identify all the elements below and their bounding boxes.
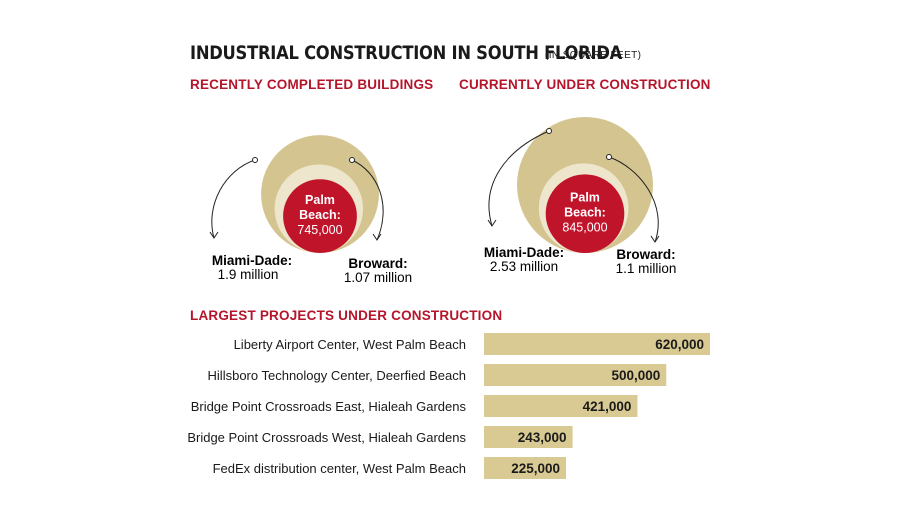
title-unit: (IN SQUARE FEET) [545, 50, 642, 61]
broward-value: 1.1 million [616, 261, 677, 276]
project-name: Liberty Airport Center, West Palm Beach [234, 337, 466, 352]
project-name: Bridge Point Crossroads East, Hialeah Ga… [191, 399, 467, 414]
project-bar [484, 364, 667, 386]
broward-leader-line [608, 156, 659, 243]
project-bar [484, 395, 638, 417]
projects-heading: LARGEST PROJECTS UNDER CONSTRUCTION [190, 308, 503, 323]
miami-dade-arrowhead [209, 231, 219, 239]
chart-title: INDUSTRIAL CONSTRUCTION IN SOUTH FLORIDA… [190, 42, 692, 64]
project-bar-value: 243,000 [518, 430, 567, 445]
title-text: INDUSTRIAL CONSTRUCTION IN SOUTH FLORIDA [190, 42, 623, 64]
miami-dade-leader-line [488, 130, 550, 227]
palm-beach-value: 845,000 [562, 221, 607, 235]
project-bar-value: 500,000 [611, 368, 660, 383]
broward-value: 1.07 million [344, 270, 412, 285]
palm-beach-value: 745,000 [297, 223, 342, 237]
miami-dade-label: Miami-Dade: [484, 245, 564, 260]
miami-dade-value: 1.9 million [218, 267, 279, 282]
broward-arrowhead [650, 235, 660, 243]
project-name: FedEx distribution center, West Palm Bea… [213, 461, 466, 476]
miami-dade-leader-line [211, 159, 256, 239]
broward-label: Broward: [616, 247, 675, 262]
project-bar [484, 333, 710, 355]
project-name: Hillsboro Technology Center, Deerfied Be… [208, 368, 466, 383]
project-bar [484, 426, 573, 448]
project-bar-value: 620,000 [655, 337, 704, 352]
broward-leader-line [351, 159, 384, 241]
broward-leader-dot [349, 157, 355, 163]
miami-dade-arrowhead [487, 219, 497, 227]
palm-beach-label-line2: Beach: [564, 206, 606, 220]
completed-heading: RECENTLY COMPLETED BUILDINGS [190, 77, 434, 92]
palm-beach-bubble [545, 174, 625, 253]
under-construction-heading: CURRENTLY UNDER CONSTRUCTION [459, 77, 711, 92]
palm-beach-label-line2: Beach: [299, 208, 341, 222]
project-bar [484, 457, 567, 479]
project-bar-value: 421,000 [583, 399, 632, 414]
project-bar-value: 225,000 [511, 461, 560, 476]
broward-leader-dot [606, 154, 612, 160]
miami-dade-leader-dot [546, 128, 552, 134]
broward-label: Broward: [348, 256, 407, 271]
miami-dade-value: 2.53 million [490, 259, 558, 274]
palm-beach-label-line1: Palm [305, 193, 335, 207]
miami-dade-leader-dot [252, 157, 258, 163]
broward-arrowhead [372, 233, 382, 241]
palm-beach-bubble [283, 179, 357, 253]
project-name: Bridge Point Crossroads West, Hialeah Ga… [187, 430, 466, 445]
palm-beach-label-line1: Palm [570, 191, 600, 205]
miami-dade-label: Miami-Dade: [212, 253, 292, 268]
